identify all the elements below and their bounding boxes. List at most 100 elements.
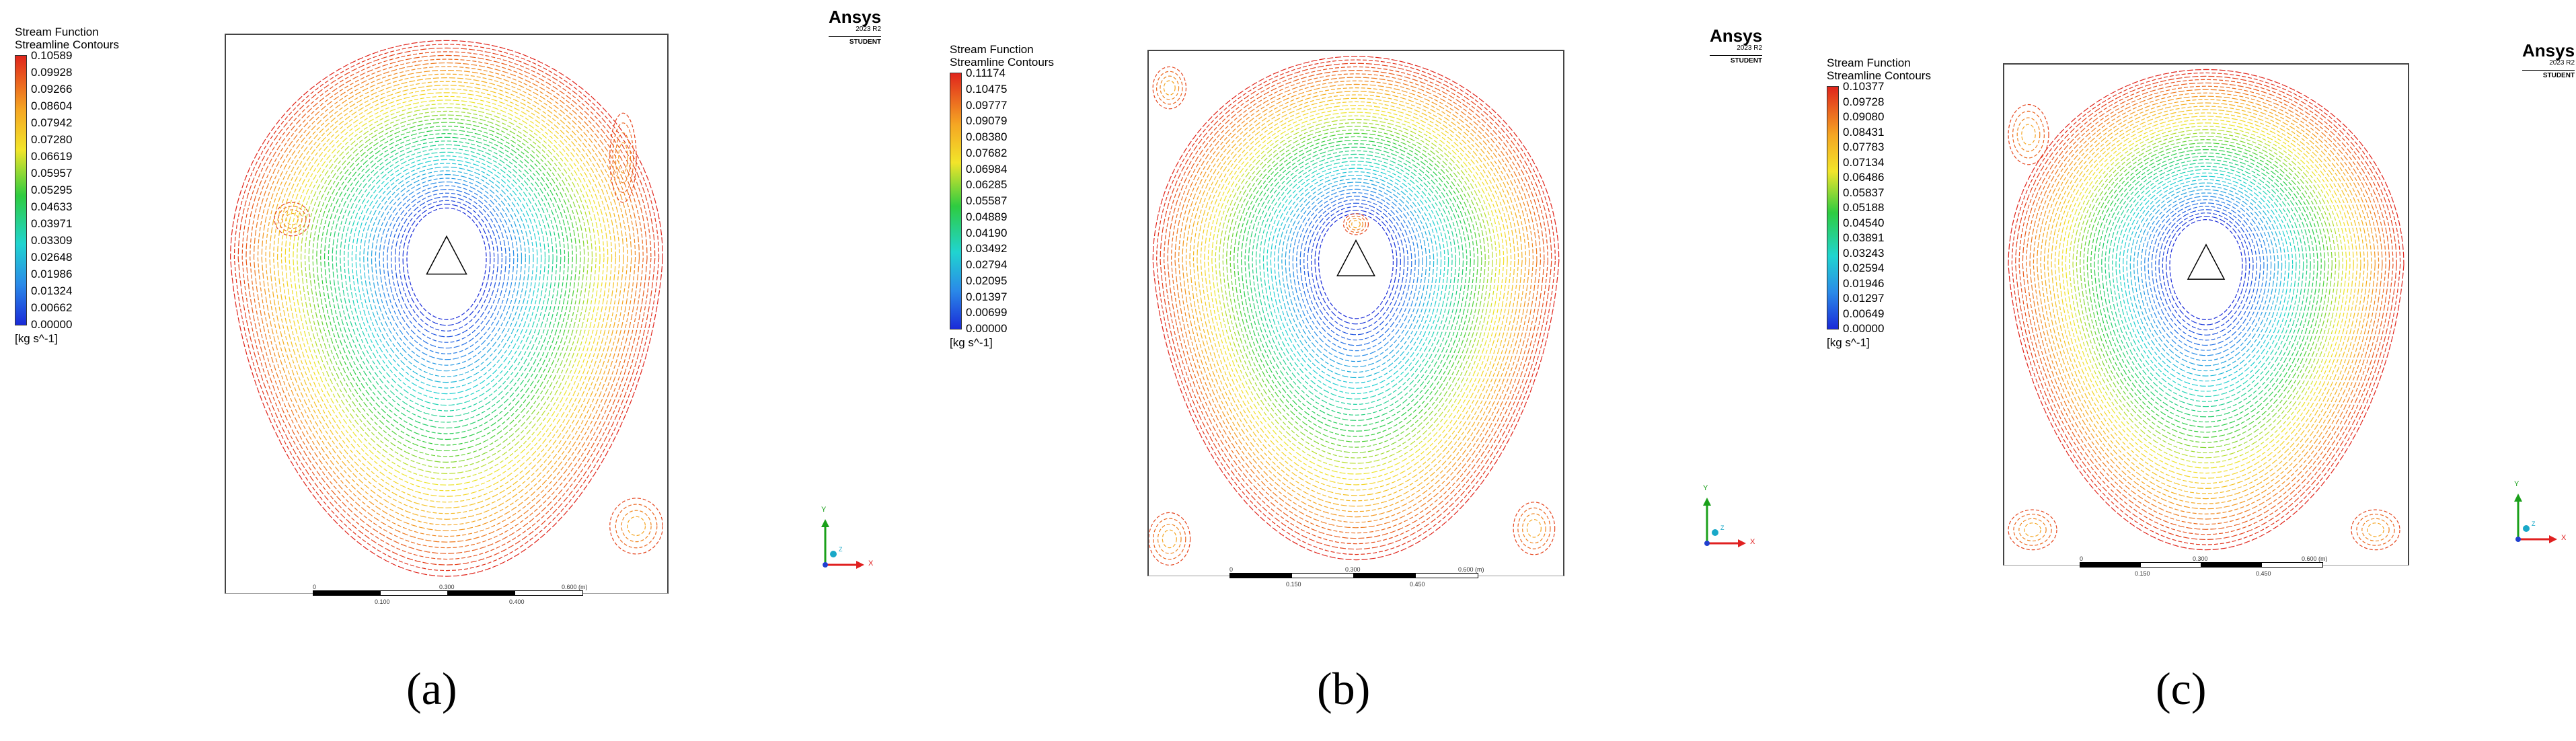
logo-brand: Ansys <box>829 7 882 27</box>
scale-segment <box>1353 573 1415 578</box>
streamline-contour <box>1244 143 1468 426</box>
streamline-contour <box>1296 192 1416 352</box>
legend: Stream Function Streamline Contours 0.10… <box>1827 56 1931 368</box>
eddy-contour <box>615 132 632 184</box>
streamline-contour <box>1248 147 1464 421</box>
scale-segment <box>447 590 515 596</box>
streamline-contour <box>250 58 644 549</box>
streamline-contour <box>1185 87 1527 512</box>
streamline-contour <box>2105 159 2308 412</box>
scale-label: 0.450 <box>2256 570 2271 577</box>
colorbar-tick-label: 0.08380 <box>966 130 1008 143</box>
colorbar-tick-label: 0.00000 <box>1843 322 1885 335</box>
streamline-contour <box>1174 77 1538 529</box>
colorbar-tick-label: 0.07280 <box>31 133 73 146</box>
streamline-contour <box>2047 106 2365 494</box>
streamline-contour <box>2065 122 2347 469</box>
streamline-contour <box>1222 122 1490 459</box>
eddy-contour <box>1153 518 1186 560</box>
streamline-contours <box>1149 56 1560 566</box>
streamline-contour <box>394 196 499 338</box>
streamline-contour <box>347 151 546 406</box>
axis-label-x: X <box>2561 534 2567 542</box>
streamline-contour <box>2140 192 2272 361</box>
streamline-contour <box>2126 179 2286 382</box>
colorbar <box>15 55 27 325</box>
streamline-contour <box>1303 199 1408 341</box>
streamline-contour <box>1207 108 1505 480</box>
scale-label: 0.300 <box>1345 566 1361 573</box>
panel-caption: (a) <box>406 663 457 714</box>
scale-bar: 0 0.300 0.600 (m) 0.150 0.450 <box>2080 555 2328 582</box>
axis-label-y: Y <box>1703 484 1708 492</box>
colorbar-tick-label: 0.09928 <box>31 66 73 79</box>
logo-edition: STUDENT <box>829 36 882 46</box>
colorbar-tick-label: 0.04633 <box>31 200 73 213</box>
streamline-contour <box>1266 164 1445 395</box>
colorbar-tick-label: 0.09079 <box>966 114 1008 128</box>
eddy-contour <box>1513 502 1556 555</box>
streamline-contour <box>2137 189 2275 366</box>
streamline-contour <box>383 185 510 354</box>
scale-label: 0.300 <box>2193 555 2208 562</box>
streamline-contours <box>229 40 664 577</box>
colorbar-tick-label: 0.06285 <box>966 178 1008 192</box>
streamline-contour <box>2054 112 2358 484</box>
panel-b: Stream Function Streamline Contours 0.11… <box>874 0 1763 741</box>
logo-version: 2023 R2 <box>2549 59 2575 67</box>
streamline-contour <box>316 122 577 452</box>
panel-caption: (c) <box>2156 663 2207 714</box>
scale-label: 0.100 <box>375 598 390 605</box>
streamline-contour <box>304 110 589 469</box>
streamline-contour <box>1307 202 1405 336</box>
streamline-contour <box>1163 66 1548 545</box>
eddy-contour <box>2024 522 2041 537</box>
streamline-contour <box>2018 79 2394 535</box>
axis-label-x: X <box>1750 538 1755 546</box>
streamline-contour <box>2011 72 2401 545</box>
streamline-contour <box>1255 153 1457 410</box>
streamline-contour <box>2083 139 2329 443</box>
panel-c: Stream Function Streamline Contours 0.10… <box>1749 0 2576 741</box>
eddy-contour <box>2008 104 2049 165</box>
streamline-contour <box>2022 82 2390 530</box>
streamline-contour <box>1281 178 1431 373</box>
streamline-contour <box>269 77 624 520</box>
streamline-contour <box>2166 216 2246 325</box>
eddy-contour <box>621 510 652 543</box>
streamline-contour <box>355 159 538 395</box>
streamline-contour <box>2119 172 2294 392</box>
streamline-contour <box>1318 213 1394 319</box>
eddy-contour <box>2008 509 2057 551</box>
streamline-contour <box>1277 174 1435 379</box>
streamline-contour <box>1237 136 1475 437</box>
scale-label: 0.300 <box>439 584 455 590</box>
streamline-contour <box>2155 206 2257 341</box>
scale-segment <box>1415 573 1478 578</box>
streamline-contour <box>1285 182 1427 368</box>
colorbar-tick-label: 0.01986 <box>31 268 73 280</box>
flow-domain <box>2003 63 2409 566</box>
streamline-contour <box>1152 56 1560 561</box>
axis-triad: Y X Z <box>2510 479 2576 553</box>
streamline-contour <box>297 103 597 480</box>
colorbar-tick-label: 0.05837 <box>1843 186 1885 199</box>
streamline-contour <box>2015 75 2397 541</box>
streamline-contour <box>1219 118 1493 464</box>
logo-brand: Ansys <box>2522 40 2575 61</box>
colorbar-tick-label: 0.06984 <box>966 162 1008 176</box>
colorbar-tick-label: 0.05188 <box>1843 201 1885 214</box>
eddy-contour <box>2021 124 2036 145</box>
scale-label: 0.150 <box>2135 570 2150 577</box>
colorbar-tick-label: 0.07682 <box>966 146 1008 159</box>
streamline-contour <box>379 181 515 360</box>
streamline-contour <box>359 163 534 389</box>
streamline-contour <box>1274 171 1438 384</box>
eddy-contour <box>1152 66 1187 110</box>
eddy-contour <box>1342 213 1369 235</box>
streamline-contour <box>1270 167 1442 389</box>
streamline-contour <box>289 95 605 492</box>
legend-subtitle: Streamline Contours <box>950 56 1054 69</box>
streamline-contour <box>398 200 495 332</box>
streamline-contour <box>2123 176 2289 387</box>
